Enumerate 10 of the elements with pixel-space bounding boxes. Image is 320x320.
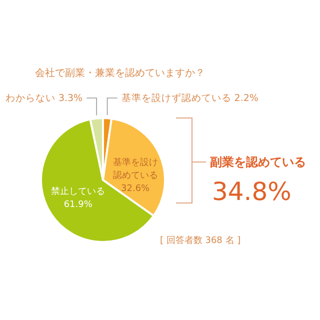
slice-label: 基準を設けず認めている 2.2% (121, 92, 258, 104)
slice-label: わからない 3.3% (5, 93, 83, 104)
text: 34.8% (212, 177, 292, 206)
slice-label: 禁止している (51, 186, 106, 197)
slice-label: 基準を設け認めている (112, 157, 158, 182)
text: [ 回答者数 368 名 ] (160, 235, 241, 246)
data-label: 32.6% (121, 184, 150, 194)
data-label: 61.9% (64, 200, 93, 210)
chart-title: 会社で副業・兼業を認めていますか？ (35, 67, 205, 79)
text: 副業を認めている (210, 155, 306, 169)
